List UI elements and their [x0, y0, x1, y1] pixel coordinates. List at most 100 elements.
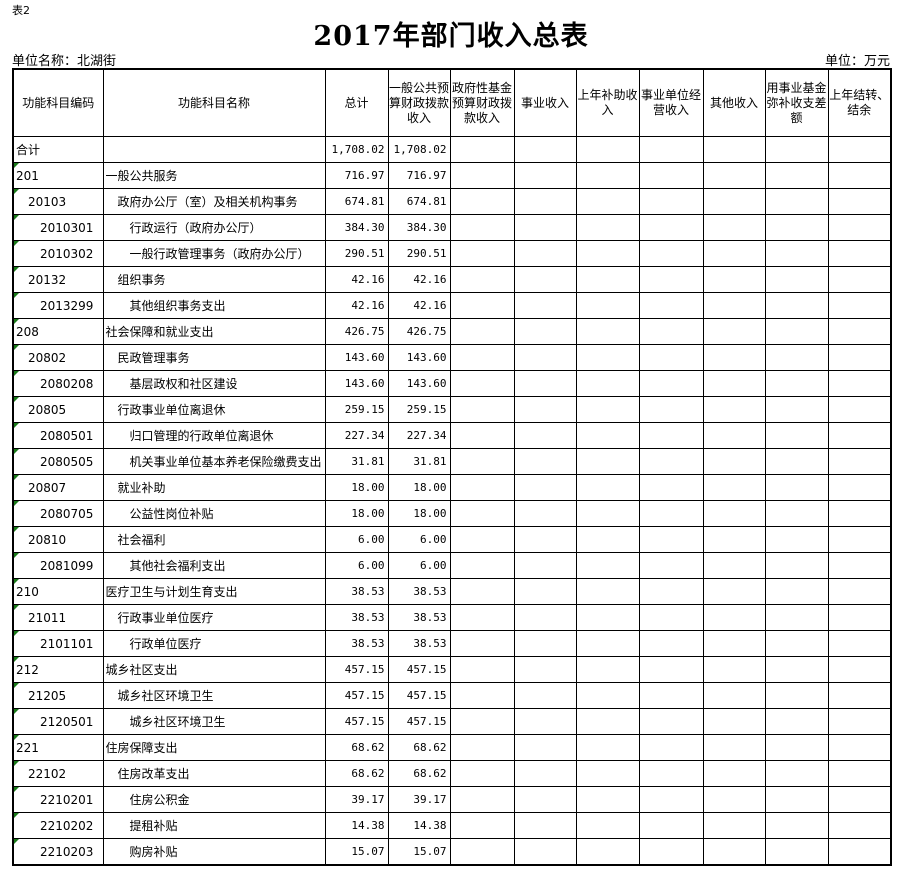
empty-cell[interactable]	[449, 214, 515, 241]
total-cell[interactable]: 38.53	[324, 578, 389, 605]
general-cell[interactable]: 38.53	[387, 578, 451, 605]
empty-cell[interactable]	[827, 344, 892, 371]
empty-cell[interactable]	[764, 240, 829, 267]
code-cell[interactable]: 2210202	[12, 812, 104, 839]
column-header[interactable]: 功能科目编码	[12, 68, 104, 137]
empty-cell[interactable]	[827, 552, 892, 579]
empty-cell[interactable]	[449, 734, 515, 761]
empty-cell[interactable]	[575, 500, 640, 527]
name-cell[interactable]: 城乡社区环境卫生	[102, 682, 326, 709]
general-cell[interactable]: 39.17	[387, 786, 451, 813]
code-cell[interactable]: 2080705	[12, 500, 104, 527]
code-cell[interactable]: 2080501	[12, 422, 104, 449]
empty-cell[interactable]	[575, 786, 640, 813]
name-cell[interactable]: 归口管理的行政单位离退休	[102, 422, 326, 449]
empty-cell[interactable]	[449, 266, 515, 293]
name-cell[interactable]: 行政事业单位离退休	[102, 396, 326, 423]
total-cell[interactable]: 42.16	[324, 292, 389, 319]
empty-cell[interactable]	[764, 552, 829, 579]
empty-cell[interactable]	[638, 838, 704, 866]
empty-cell[interactable]	[702, 604, 766, 631]
empty-cell[interactable]	[449, 812, 515, 839]
empty-cell[interactable]	[827, 708, 892, 735]
empty-cell[interactable]	[638, 344, 704, 371]
empty-cell[interactable]	[764, 708, 829, 735]
empty-cell[interactable]	[827, 526, 892, 553]
empty-cell[interactable]	[702, 240, 766, 267]
code-cell[interactable]: 2010301	[12, 214, 104, 241]
empty-cell[interactable]	[764, 188, 829, 215]
empty-cell[interactable]	[638, 422, 704, 449]
empty-cell[interactable]	[449, 656, 515, 683]
empty-cell[interactable]	[449, 162, 515, 189]
code-cell[interactable]: 210	[12, 578, 104, 605]
column-header[interactable]: 一般公共预算财政拨款收入	[387, 68, 451, 137]
column-header[interactable]: 其他收入	[702, 68, 766, 137]
empty-cell[interactable]	[702, 656, 766, 683]
code-cell[interactable]: 20802	[12, 344, 104, 371]
empty-cell[interactable]	[638, 708, 704, 735]
empty-cell[interactable]	[575, 318, 640, 345]
name-cell[interactable]: 行政运行（政府办公厅）	[102, 214, 326, 241]
general-cell[interactable]: 384.30	[387, 214, 451, 241]
empty-cell[interactable]	[764, 448, 829, 475]
empty-cell[interactable]	[449, 240, 515, 267]
code-cell[interactable]: 20810	[12, 526, 104, 553]
general-cell[interactable]: 18.00	[387, 474, 451, 501]
empty-cell[interactable]	[702, 162, 766, 189]
empty-cell[interactable]	[764, 760, 829, 787]
empty-cell[interactable]	[513, 370, 577, 397]
empty-cell[interactable]	[764, 786, 829, 813]
empty-cell[interactable]	[575, 188, 640, 215]
empty-cell[interactable]	[827, 162, 892, 189]
empty-cell[interactable]	[827, 396, 892, 423]
total-cell[interactable]: 68.62	[324, 734, 389, 761]
empty-cell[interactable]	[638, 552, 704, 579]
empty-cell[interactable]	[702, 760, 766, 787]
code-cell[interactable]: 201	[12, 162, 104, 189]
empty-cell[interactable]	[827, 188, 892, 215]
empty-cell[interactable]	[638, 266, 704, 293]
empty-cell[interactable]	[449, 344, 515, 371]
column-header[interactable]: 上年补助收入	[575, 68, 640, 137]
empty-cell[interactable]	[764, 578, 829, 605]
general-cell[interactable]: 42.16	[387, 292, 451, 319]
empty-cell[interactable]	[827, 474, 892, 501]
empty-cell[interactable]	[764, 526, 829, 553]
name-cell[interactable]: 一般公共服务	[102, 162, 326, 189]
empty-cell[interactable]	[638, 474, 704, 501]
general-cell[interactable]: 143.60	[387, 370, 451, 397]
empty-cell[interactable]	[638, 448, 704, 475]
code-cell[interactable]: 2101101	[12, 630, 104, 657]
column-header[interactable]: 功能科目名称	[102, 68, 326, 137]
empty-cell[interactable]	[638, 240, 704, 267]
name-cell[interactable]: 行政单位医疗	[102, 630, 326, 657]
empty-cell[interactable]	[702, 422, 766, 449]
empty-cell[interactable]	[513, 396, 577, 423]
total-cell[interactable]: 457.15	[324, 708, 389, 735]
empty-cell[interactable]	[449, 396, 515, 423]
empty-cell[interactable]	[575, 448, 640, 475]
empty-cell[interactable]	[449, 474, 515, 501]
empty-cell[interactable]	[638, 760, 704, 787]
code-cell[interactable]: 合计	[12, 136, 104, 163]
empty-cell[interactable]	[638, 318, 704, 345]
empty-cell[interactable]	[827, 812, 892, 839]
empty-cell[interactable]	[513, 318, 577, 345]
empty-cell[interactable]	[575, 162, 640, 189]
code-cell[interactable]: 208	[12, 318, 104, 345]
empty-cell[interactable]	[575, 604, 640, 631]
empty-cell[interactable]	[827, 240, 892, 267]
general-cell[interactable]: 290.51	[387, 240, 451, 267]
empty-cell[interactable]	[513, 760, 577, 787]
empty-cell[interactable]	[638, 136, 704, 163]
name-cell[interactable]: 城乡社区支出	[102, 656, 326, 683]
code-cell[interactable]: 2080208	[12, 370, 104, 397]
total-cell[interactable]: 143.60	[324, 370, 389, 397]
empty-cell[interactable]	[513, 708, 577, 735]
name-cell[interactable]: 其他组织事务支出	[102, 292, 326, 319]
empty-cell[interactable]	[513, 292, 577, 319]
code-cell[interactable]: 2210203	[12, 838, 104, 866]
empty-cell[interactable]	[513, 422, 577, 449]
name-cell[interactable]: 公益性岗位补贴	[102, 500, 326, 527]
